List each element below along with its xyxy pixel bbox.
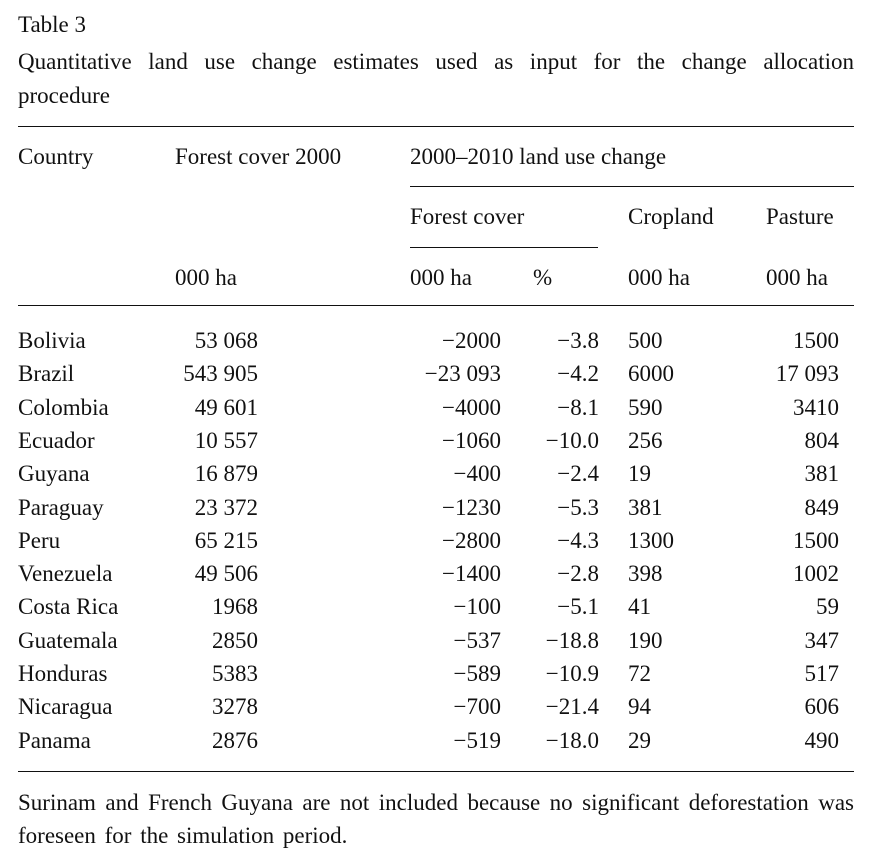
- cell-forest-change-pct: −4.3: [557, 528, 599, 553]
- cell-forest-change-pct: −3.8: [557, 328, 599, 353]
- cell-forest-change-ha: −23 093: [424, 361, 501, 386]
- cell-country: Colombia: [18, 395, 109, 420]
- cell-pasture: 1500: [793, 528, 839, 553]
- unit-cropland: 000 ha: [628, 265, 690, 290]
- cell-country: Honduras: [18, 661, 108, 686]
- cell-forest-change-pct: −5.1: [557, 594, 599, 619]
- cell-forest-change-ha: −1060: [442, 428, 501, 453]
- cell-cropland: 94: [628, 694, 651, 719]
- table-label: Table 3: [18, 12, 87, 37]
- cell-forest-change-ha: −2000: [442, 328, 501, 353]
- cell-forest-cover-2000: 3278: [212, 694, 258, 719]
- cell-forest-cover-2000: 49 506: [194, 561, 258, 586]
- cell-forest-cover-2000: 543 905: [183, 361, 258, 386]
- unit-forest-change-pct: %: [533, 265, 553, 290]
- cell-pasture: 517: [804, 661, 840, 686]
- cell-forest-change-ha: −2800: [442, 528, 501, 553]
- header-pasture: Pasture: [766, 204, 834, 229]
- header-cropland: Cropland: [628, 204, 714, 229]
- cell-cropland: 72: [628, 661, 651, 686]
- table-caption: Quantitative land use change estimates u…: [18, 49, 854, 108]
- cell-forest-change-pct: −18.8: [545, 628, 599, 653]
- cell-forest-cover-2000: 1968: [212, 594, 258, 619]
- cell-country: Nicaragua: [18, 694, 113, 719]
- cell-forest-change-pct: −10.9: [545, 661, 599, 686]
- cell-forest-change-pct: −21.4: [545, 694, 599, 719]
- cell-pasture: 1002: [793, 561, 839, 586]
- header-land-use-change: 2000–2010 land use change: [410, 144, 667, 169]
- cell-forest-change-ha: −1230: [442, 495, 501, 520]
- cell-country: Paraguay: [18, 495, 104, 520]
- cell-country: Costa Rica: [18, 594, 119, 619]
- cell-country: Ecuador: [18, 428, 95, 453]
- cell-country: Panama: [18, 728, 91, 753]
- cell-cropland: 29: [628, 728, 651, 753]
- cell-pasture: 606: [804, 694, 840, 719]
- cell-pasture: 381: [804, 461, 840, 486]
- cell-country: Brazil: [18, 361, 75, 386]
- cell-forest-change-ha: −519: [453, 728, 501, 753]
- cell-forest-change-pct: −4.2: [557, 361, 599, 386]
- cell-pasture: 1500: [793, 328, 839, 353]
- cell-pasture: 490: [804, 728, 840, 753]
- header-rule: [18, 305, 854, 306]
- cell-country: Peru: [18, 528, 61, 553]
- cell-cropland: 190: [628, 628, 663, 653]
- cell-cropland: 500: [628, 328, 663, 353]
- cell-pasture: 59: [816, 594, 839, 619]
- cell-forest-change-pct: −8.1: [557, 395, 599, 420]
- header-forest-cover: Forest cover: [410, 204, 525, 229]
- header-country: Country: [18, 144, 94, 169]
- cell-forest-change-ha: −1400: [442, 561, 501, 586]
- unit-forest-change-ha: 000 ha: [410, 265, 472, 290]
- unit-forest-2000: 000 ha: [175, 265, 237, 290]
- cell-forest-change-ha: −589: [453, 661, 501, 686]
- spanner-rule-forest-cover: [410, 247, 598, 248]
- cell-forest-change-ha: −100: [453, 594, 501, 619]
- cell-forest-cover-2000: 2850: [212, 628, 258, 653]
- top-rule: [18, 126, 854, 127]
- cell-pasture: 849: [804, 495, 840, 520]
- cell-pasture: 804: [804, 428, 840, 453]
- cell-forest-cover-2000: 65 215: [194, 528, 258, 553]
- cell-country: Guatemala: [18, 628, 118, 653]
- cell-forest-change-pct: −2.4: [557, 461, 599, 486]
- cell-forest-cover-2000: 49 601: [194, 395, 258, 420]
- cell-cropland: 590: [628, 395, 663, 420]
- header-forest-cover-2000: Forest cover 2000: [175, 144, 342, 169]
- cell-forest-change-pct: −5.3: [557, 495, 599, 520]
- unit-pasture: 000 ha: [766, 265, 828, 290]
- cell-cropland: 41: [628, 594, 651, 619]
- cell-cropland: 256: [628, 428, 663, 453]
- cell-forest-cover-2000: 53 068: [194, 328, 258, 353]
- cell-forest-cover-2000: 5383: [212, 661, 258, 686]
- cell-forest-change-ha: −537: [453, 628, 501, 653]
- cell-forest-change-ha: −4000: [442, 395, 501, 420]
- cell-pasture: 347: [804, 628, 840, 653]
- spanner-rule-land-use: [410, 186, 854, 187]
- cell-forest-change-ha: −700: [453, 694, 501, 719]
- cell-forest-cover-2000: 2876: [212, 728, 258, 753]
- cell-cropland: 381: [628, 495, 663, 520]
- cell-forest-cover-2000: 10 557: [194, 428, 258, 453]
- cell-forest-cover-2000: 16 879: [194, 461, 258, 486]
- bottom-rule: [18, 771, 854, 772]
- cell-forest-cover-2000: 23 372: [194, 495, 258, 520]
- cell-country: Guyana: [18, 461, 90, 486]
- cell-country: Venezuela: [18, 561, 113, 586]
- cell-cropland: 6000: [628, 361, 674, 386]
- cell-forest-change-ha: −400: [453, 461, 501, 486]
- cell-forest-change-pct: −10.0: [545, 428, 599, 453]
- cell-pasture: 17 093: [775, 361, 839, 386]
- cell-cropland: 19: [628, 461, 651, 486]
- cell-cropland: 1300: [628, 528, 674, 553]
- cell-pasture: 3410: [793, 395, 839, 420]
- cell-forest-change-pct: −2.8: [557, 561, 599, 586]
- cell-cropland: 398: [628, 561, 663, 586]
- cell-country: Bolivia: [18, 328, 86, 353]
- cell-forest-change-pct: −18.0: [545, 728, 599, 753]
- table-footnote: Surinam and French Guyana are not includ…: [18, 790, 854, 848]
